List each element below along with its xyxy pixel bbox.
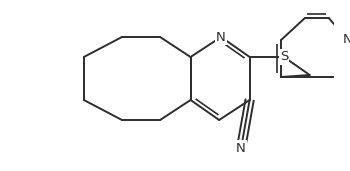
Text: N: N [236, 141, 246, 155]
Text: N: N [343, 34, 350, 47]
Text: S: S [280, 50, 288, 63]
Text: N: N [216, 30, 226, 43]
